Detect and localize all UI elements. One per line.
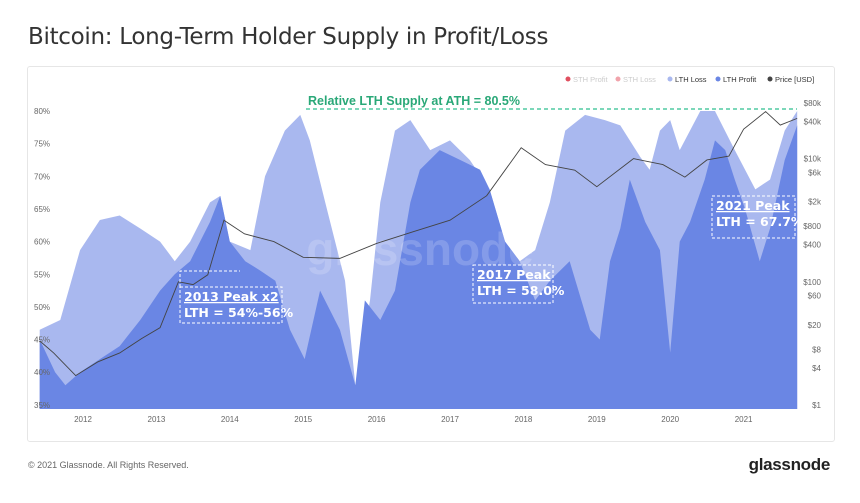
y-tick-label: 60%: [34, 238, 50, 247]
legend-marker: [715, 76, 721, 82]
peak-2013-connector: [179, 270, 240, 287]
legend-item: LTH Loss: [675, 75, 707, 84]
y-tick-label: 80%: [34, 107, 50, 116]
x-tick-label: 2014: [221, 415, 239, 424]
y-tick-label: 65%: [34, 205, 50, 214]
y-tick-label: 50%: [34, 303, 50, 312]
y2-tick-label: $20: [808, 321, 822, 330]
x-tick-label: 2020: [661, 415, 679, 424]
x-tick-label: 2019: [588, 415, 606, 424]
legend-marker: [667, 76, 673, 82]
peak-2021-value: LTH = 67.7%: [716, 214, 804, 229]
glassnode-logo: glassnode: [748, 455, 831, 474]
y2-tick-label: $400: [803, 241, 821, 250]
x-tick-label: 2016: [368, 415, 386, 424]
x-tick-label: 2013: [148, 415, 166, 424]
y-tick-label: 55%: [34, 270, 50, 279]
x-tick-label: 2021: [735, 415, 753, 424]
peak-2021-title: 2021 Peak: [716, 198, 790, 213]
y-tick-label: 35%: [34, 401, 50, 410]
ath-annotation: Relative LTH Supply at ATH = 80.5%: [308, 94, 520, 108]
y2-tick-label: $6k: [808, 168, 822, 177]
y2-tick-label: $800: [803, 222, 821, 231]
y-tick-label: 75%: [34, 140, 50, 149]
peak-2017-box: [472, 264, 554, 304]
chart-card: [27, 66, 835, 442]
y2-tick-label: $60: [808, 291, 822, 300]
y-tick-label: 45%: [34, 336, 50, 345]
lth-profit-area: [39, 125, 798, 409]
legend-item: STH Loss: [623, 75, 656, 84]
page-title: Bitcoin: Long-Term Holder Supply in Prof…: [28, 24, 549, 50]
x-tick-label: 2018: [515, 415, 533, 424]
y2-tick-label: $2k: [808, 198, 822, 207]
legend-marker: [565, 76, 571, 82]
x-tick-label: 2012: [74, 415, 92, 424]
x-tick-label: 2015: [294, 415, 312, 424]
peak-2013-box: [179, 286, 283, 324]
y-tick-label: 40%: [34, 368, 50, 377]
legend-marker: [767, 76, 773, 82]
peak-2017-title: 2017 Peak: [477, 267, 551, 282]
y-tick-label: 70%: [34, 172, 50, 181]
price-line: [39, 110, 798, 377]
y2-tick-label: $80k: [804, 99, 822, 108]
peak-2017-value: LTH = 58.0%: [477, 283, 565, 298]
peak-2021-box: [711, 195, 796, 239]
y2-tick-label: $4: [812, 364, 821, 373]
legend-marker: [615, 76, 621, 82]
legend-item: LTH Profit: [723, 75, 757, 84]
watermark: glassnode: [306, 223, 534, 275]
peak-2013-value: LTH = 54%-56%: [184, 305, 294, 320]
copyright: © 2021 Glassnode. All Rights Reserved.: [28, 460, 189, 470]
x-tick-label: 2017: [441, 415, 459, 424]
y2-tick-label: $100: [803, 278, 821, 287]
legend-item: STH Profit: [573, 75, 609, 84]
y2-tick-label: $1: [812, 401, 821, 410]
y2-tick-label: $8: [812, 345, 821, 354]
y2-tick-label: $40k: [804, 118, 822, 127]
peak-2013-title: 2013 Peak x2: [184, 289, 279, 304]
legend-item: Price [USD]: [775, 75, 814, 84]
y2-tick-label: $10k: [804, 155, 822, 164]
